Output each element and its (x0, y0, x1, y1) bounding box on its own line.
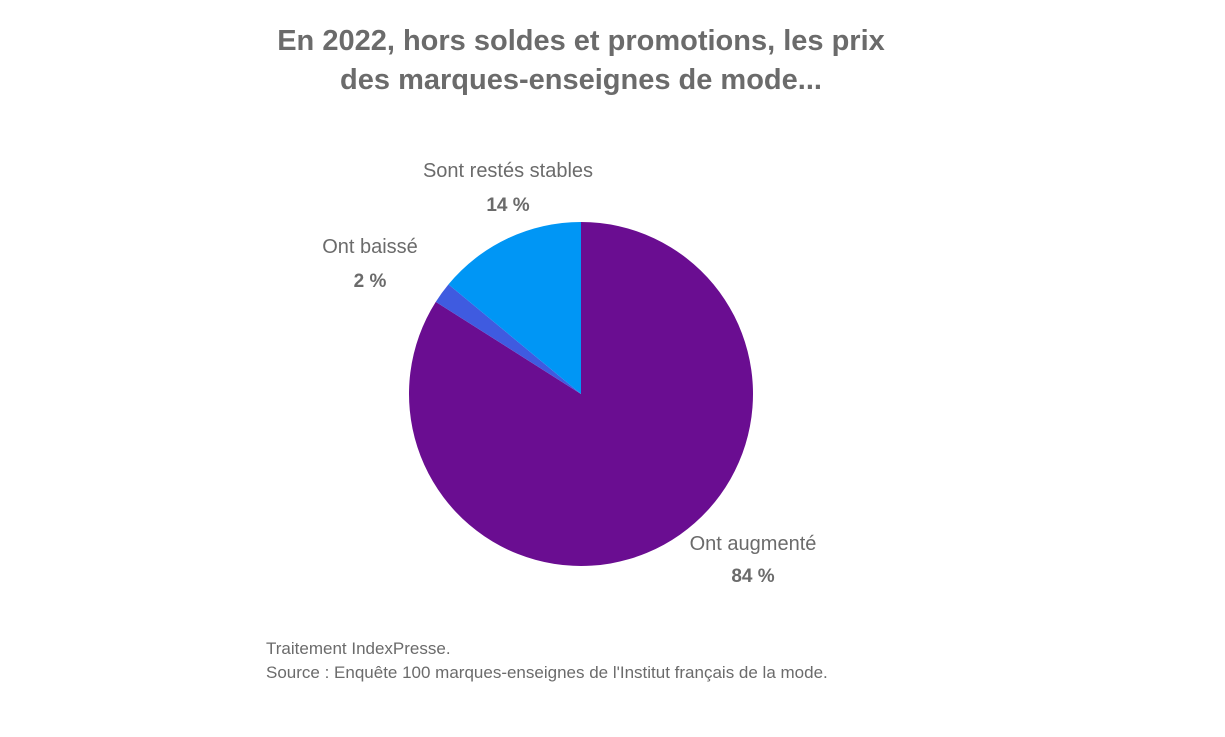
slice-value-ont-baisse: 2 % (354, 271, 387, 292)
chart-title-line-2: des marques-enseignes de mode... (340, 64, 822, 96)
chart-title-line-1: En 2022, hors soldes et promotions, les … (277, 25, 885, 57)
chart-footer: Traitement IndexPresse. Source : Enquête… (266, 637, 828, 685)
slice-value-sont-restes-stables: 14 % (486, 195, 529, 216)
source-note: Source : Enquête 100 marques-enseignes d… (266, 663, 828, 682)
pie-slice-ont-augmente (409, 222, 754, 566)
pie-slice-ont-baisse (435, 284, 581, 394)
pie-slice-sont-restes-stables (448, 222, 581, 394)
pie-slices (409, 222, 754, 566)
slice-label-ont-augmente: Ont augmenté (690, 533, 817, 555)
chart-title: En 2022, hors soldes et promotions, les … (0, 22, 1162, 100)
credit-note: Traitement IndexPresse. (266, 639, 451, 658)
slice-label-sont-restes-stables: Sont restés stables (423, 160, 593, 182)
pie-labels: Ont augmenté 84 % Ont baissé 2 % Sont restés… (322, 160, 816, 587)
slice-value-ont-augmente: 84 % (731, 566, 774, 587)
slice-label-ont-baisse: Ont baissé (322, 236, 418, 258)
